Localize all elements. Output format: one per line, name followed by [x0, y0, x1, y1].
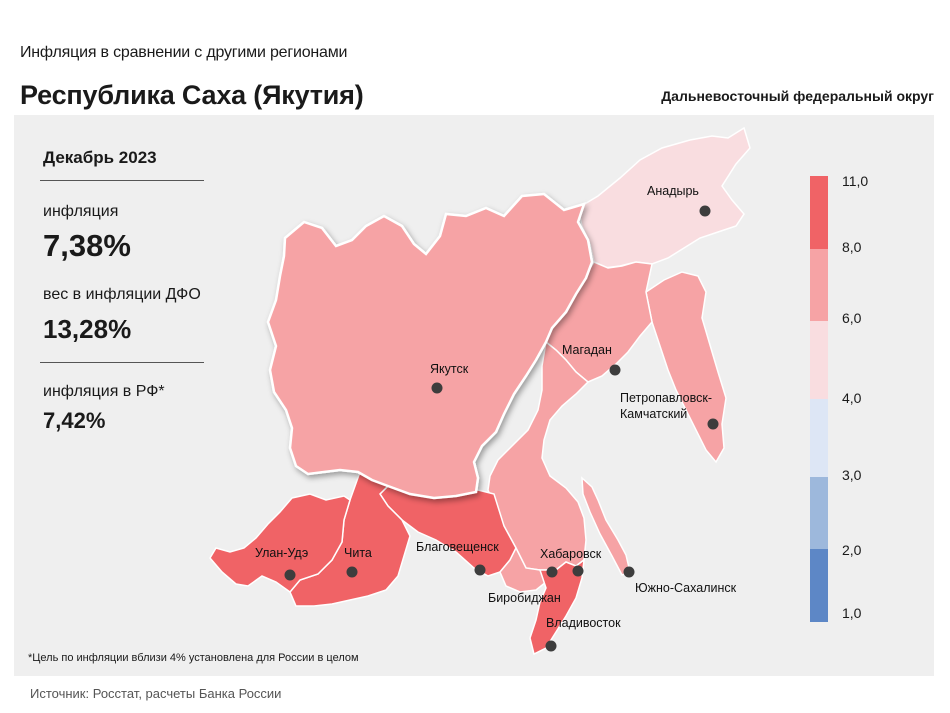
- district-label: Дальневосточный федеральный округ: [661, 88, 934, 104]
- city-dot-birobidzhan[interactable]: [546, 566, 558, 578]
- legend-tick: 8,0: [842, 239, 862, 255]
- legend-swatch-light-blue: [810, 399, 828, 477]
- legend-swatch-blue: [810, 477, 828, 549]
- region-buryatia: [209, 493, 351, 594]
- page-title: Республика Саха (Якутия): [20, 80, 364, 110]
- city-dot-anadyr[interactable]: [699, 205, 711, 217]
- inflation-label: инфляция: [43, 203, 119, 220]
- rf-inflation-value: 7,42%: [43, 408, 106, 433]
- weight-value: 13,28%: [43, 314, 132, 344]
- inflation-value: 7,38%: [43, 228, 131, 263]
- legend-tick: 11,0: [842, 173, 869, 189]
- region-map: [209, 126, 751, 656]
- period-label: Декабрь 2023: [43, 148, 157, 167]
- region-primorye: [529, 558, 585, 656]
- city-label-yakutsk: Якутск: [430, 362, 469, 376]
- legend-swatch-mid: [810, 249, 828, 321]
- city-dot-ulan-ude[interactable]: [284, 569, 296, 581]
- page-subtitle: Инфляция в сравнении с другими регионами: [20, 44, 348, 61]
- city-dot-khabarovsk[interactable]: [572, 565, 584, 577]
- legend-tick: 6,0: [842, 310, 862, 326]
- city-dot-yakutsk[interactable]: [431, 382, 443, 394]
- legend-tick: 4,0: [842, 390, 862, 406]
- region-chukotka: [577, 126, 751, 269]
- city-label-birobidzhan: Биробиджан: [488, 591, 561, 605]
- divider: [40, 362, 204, 363]
- footnote: *Цель по инфляции вблизи 4% установлена …: [28, 652, 359, 664]
- city-dot-chita[interactable]: [346, 566, 358, 578]
- city-label-chita: Чита: [344, 546, 372, 560]
- divider: [40, 180, 204, 181]
- region-yakutia: [266, 192, 594, 500]
- source-text: Источник: Росстат, расчеты Банка России: [30, 686, 282, 701]
- city-dot-blagoveshchensk[interactable]: [474, 564, 486, 576]
- city-label-anadyr: Анадырь: [647, 184, 699, 198]
- legend-swatch-dark-blue: [810, 549, 828, 622]
- legend-swatch-low: [810, 321, 828, 399]
- region-kamchatka: [645, 271, 727, 464]
- city-label-khabarovsk: Хабаровск: [540, 547, 602, 561]
- rf-inflation-label: инфляция в РФ*: [43, 383, 165, 400]
- legend-tick: 2,0: [842, 542, 862, 558]
- city-label-blagoveshchensk: Благовещенск: [416, 540, 499, 554]
- legend-tick: 3,0: [842, 467, 862, 483]
- city-label-magadan: Магадан: [562, 343, 612, 357]
- city-dot-magadan[interactable]: [609, 364, 621, 376]
- city-label-petropavlovsk: Петропавловск- Камчатский: [620, 391, 712, 421]
- city-dot-yuzhno[interactable]: [623, 566, 635, 578]
- city-dot-vladivostok[interactable]: [545, 640, 557, 652]
- legend-swatch-high: [810, 176, 828, 249]
- city-label-yuzhno: Южно-Сахалинск: [635, 581, 737, 595]
- city-dot-petropavlovsk[interactable]: [707, 418, 719, 430]
- weight-label: вес в инфляции ДФО: [43, 286, 201, 303]
- legend-tick: 1,0: [842, 605, 862, 621]
- city-label-ulan-ude: Улан-Удэ: [255, 546, 309, 560]
- city-label-vladivostok: Владивосток: [546, 616, 621, 630]
